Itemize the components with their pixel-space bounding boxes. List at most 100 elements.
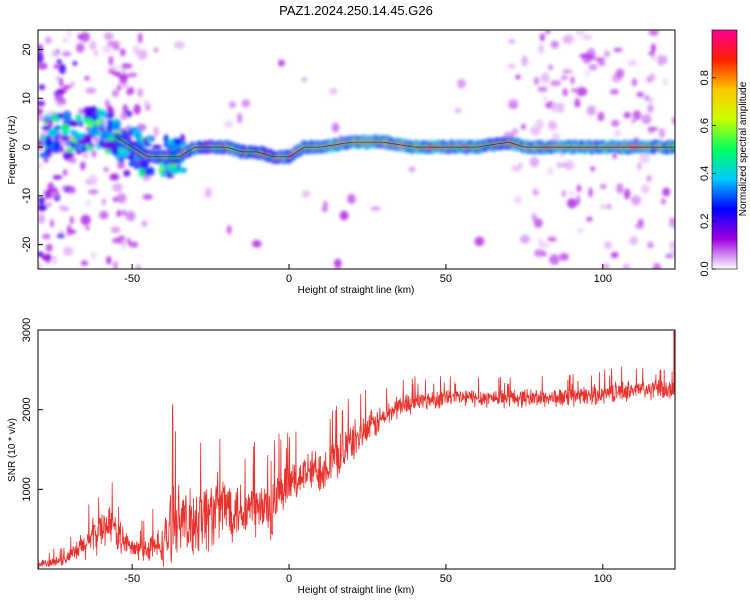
heatmap-cell (38, 196, 46, 205)
heatmap-cell (529, 156, 540, 168)
heatmap-cell (141, 220, 148, 227)
heatmap-cell (550, 80, 562, 87)
heatmap-cell (636, 91, 644, 98)
heatmap-cell (630, 195, 642, 206)
heatmap-cell (575, 30, 586, 36)
heatmap-cell (586, 105, 596, 116)
heatmap-cell (68, 185, 76, 194)
y-tick-label: -20 (21, 237, 33, 253)
heatmap-cell (51, 254, 58, 265)
heatmap-cell (615, 68, 625, 79)
heatmap-cell (648, 96, 654, 104)
heatmap-cell (111, 237, 120, 244)
x-tick-label: -50 (124, 573, 140, 585)
heatmap-cell (165, 173, 175, 179)
heatmap-cell (66, 225, 72, 236)
heatmap-cell (60, 123, 70, 132)
heatmap-cell (103, 32, 114, 41)
heatmap-cell (598, 61, 606, 66)
heatmap-cell (540, 72, 550, 84)
heatmap-cell (80, 31, 91, 43)
heatmap-cell (570, 87, 579, 93)
heatmap-cell (120, 111, 128, 121)
heatmap-cell (112, 182, 123, 193)
spectrogram-panel: -50 0 50 100 -20 -10 0 10 20 Height of straight… (7, 29, 676, 296)
heatmap-cell (75, 43, 85, 53)
heatmap-cell (650, 43, 656, 53)
heatmap-cell (532, 188, 539, 196)
heatmap-cell (50, 191, 58, 198)
heatmap-cell (153, 126, 160, 137)
y-tick-label: 1000 (21, 477, 33, 501)
heatmap-cell (204, 187, 212, 198)
x-tick-label: 50 (440, 573, 452, 585)
heatmap-cell (228, 101, 237, 109)
heatmap-cell (648, 51, 656, 56)
heatmap-cell (521, 123, 526, 130)
heatmap-cell (639, 153, 651, 164)
heatmap-cell (662, 78, 668, 86)
heatmap-cell (671, 116, 675, 125)
heatmap-cell (56, 233, 66, 238)
heatmap-cell (87, 174, 99, 186)
heatmap-cell (127, 72, 138, 78)
heatmap-cell (129, 241, 139, 248)
heatmap-cell (101, 198, 107, 206)
spectrogram-xlabel: Height of straight line (km) (298, 285, 415, 296)
heatmap-cell (236, 113, 243, 124)
colorbar: 0.0 0.2 0.4 0.6 0.8 Normalized spectral ampl… (699, 29, 749, 277)
heatmap-cell (143, 142, 152, 147)
heatmap-cell (533, 249, 545, 257)
colorbar-tick-label: 0.6 (699, 118, 711, 133)
y-tick-label: -10 (21, 188, 33, 204)
heatmap-cell (651, 55, 656, 60)
heatmap-cell (112, 45, 121, 51)
heatmap-cell (329, 87, 338, 95)
heatmap-cell (588, 187, 593, 198)
heatmap-cell (301, 76, 308, 83)
heatmap-cell (137, 32, 143, 44)
heatmap-cell (574, 99, 581, 108)
heatmap-cell (61, 51, 72, 57)
heatmap-cell (38, 261, 42, 269)
heatmap-cell (538, 237, 543, 249)
heatmap-cell (586, 216, 593, 222)
heatmap-cell (93, 50, 99, 57)
heatmap-cell (108, 55, 114, 66)
colorbar-tick-label: 0.0 (699, 261, 711, 276)
heatmap-cell (56, 88, 67, 94)
heatmap-cell (616, 183, 624, 194)
heatmap-cell (38, 43, 44, 54)
heatmap-cell (38, 204, 48, 211)
heatmap-cell (152, 144, 162, 150)
heatmap-cell (671, 143, 675, 150)
heatmap-cell (636, 161, 642, 171)
heatmap-cell (582, 34, 593, 41)
heatmap-cell (83, 134, 94, 139)
heatmap-cell (120, 48, 126, 57)
heatmap-cell (138, 167, 146, 178)
heatmap-cell (148, 166, 155, 177)
heatmap-cell (454, 107, 462, 114)
heatmap-cell (75, 113, 83, 123)
heatmap-cell (538, 44, 544, 54)
heatmap-cell (38, 162, 43, 170)
heatmap-cell (644, 94, 650, 102)
heatmap-cell (541, 242, 550, 248)
heatmap-cell (89, 40, 97, 51)
heatmap-cell (47, 128, 59, 137)
heatmap-cell (622, 263, 630, 269)
heatmap-cell (599, 204, 610, 210)
heatmap-cell (576, 86, 588, 97)
heatmap-cell (603, 50, 611, 58)
heatmap-cell (631, 78, 638, 87)
heatmap-cell (537, 86, 548, 93)
heatmap-cell (576, 227, 585, 234)
heatmap-cell (594, 57, 606, 62)
heatmap-cell (99, 140, 105, 148)
heatmap-cell (38, 62, 48, 70)
heatmap-cell (176, 138, 182, 146)
heatmap-cell (56, 113, 65, 119)
heatmap-cell (97, 109, 108, 118)
heatmap-cell (38, 84, 46, 91)
